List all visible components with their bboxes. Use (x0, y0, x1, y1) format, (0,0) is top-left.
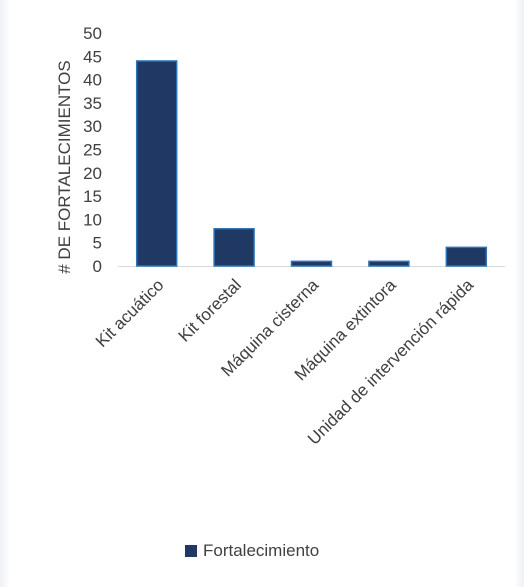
legend-label: Fortalecimiento (203, 541, 320, 560)
category-label: Kit acuático (92, 275, 168, 351)
category-label: Kit forestal (175, 275, 245, 345)
y-tick-label: 30 (83, 117, 102, 136)
bar (290, 260, 333, 267)
y-tick-label: 15 (83, 187, 102, 206)
y-tick-label: 20 (83, 164, 102, 183)
y-tick-label: 0 (93, 257, 102, 276)
bar (445, 246, 488, 267)
y-tick-label: 10 (83, 210, 102, 229)
y-tick-label: 5 (93, 234, 102, 253)
legend-swatch-icon (185, 545, 197, 557)
bars-group (135, 60, 488, 267)
y-axis-ticks: 0 5 10 15 20 25 30 35 40 45 50 (83, 24, 102, 276)
y-tick-label: 45 (83, 47, 102, 66)
y-tick-label: 35 (83, 94, 102, 113)
bar (213, 227, 255, 267)
category-label: Unidad de intervención rápida (304, 275, 478, 449)
y-tick-label: 25 (83, 141, 102, 160)
y-axis-title: # DE FORTALECIMIENTOS (55, 60, 74, 274)
bar (368, 260, 410, 267)
legend: Fortalecimiento (185, 541, 319, 561)
y-tick-label: 40 (83, 71, 102, 90)
y-tick-label: 50 (83, 24, 102, 43)
bar (135, 60, 178, 267)
